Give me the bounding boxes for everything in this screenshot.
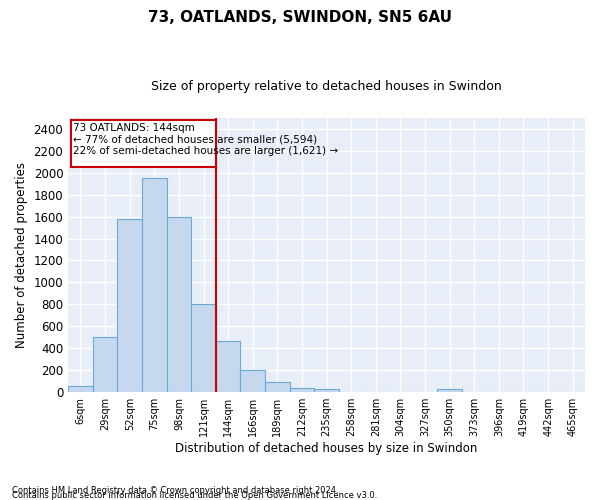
Text: ← 77% of detached houses are smaller (5,594): ← 77% of detached houses are smaller (5,…	[73, 134, 317, 144]
X-axis label: Distribution of detached houses by size in Swindon: Distribution of detached houses by size …	[175, 442, 478, 455]
Text: 73, OATLANDS, SWINDON, SN5 6AU: 73, OATLANDS, SWINDON, SN5 6AU	[148, 10, 452, 25]
Bar	[167, 216, 191, 392]
Y-axis label: Number of detached properties: Number of detached properties	[15, 162, 28, 348]
Bar	[265, 382, 290, 392]
Title: Size of property relative to detached houses in Swindon: Size of property relative to detached ho…	[151, 80, 502, 93]
Text: 73 OATLANDS: 144sqm: 73 OATLANDS: 144sqm	[73, 124, 195, 134]
Bar	[68, 386, 93, 392]
Text: 22% of semi-detached houses are larger (1,621) →: 22% of semi-detached houses are larger (…	[73, 146, 338, 156]
Bar	[93, 338, 118, 392]
Bar	[191, 304, 216, 392]
Text: Contains HM Land Registry data © Crown copyright and database right 2024.: Contains HM Land Registry data © Crown c…	[12, 486, 338, 495]
Bar	[437, 390, 462, 392]
Text: Contains public sector information licensed under the Open Government Licence v3: Contains public sector information licen…	[12, 491, 377, 500]
Bar	[216, 340, 241, 392]
Bar	[71, 120, 216, 167]
Bar	[118, 219, 142, 392]
Bar	[290, 388, 314, 392]
Bar	[241, 370, 265, 392]
Bar	[314, 389, 339, 392]
Bar	[142, 178, 167, 392]
